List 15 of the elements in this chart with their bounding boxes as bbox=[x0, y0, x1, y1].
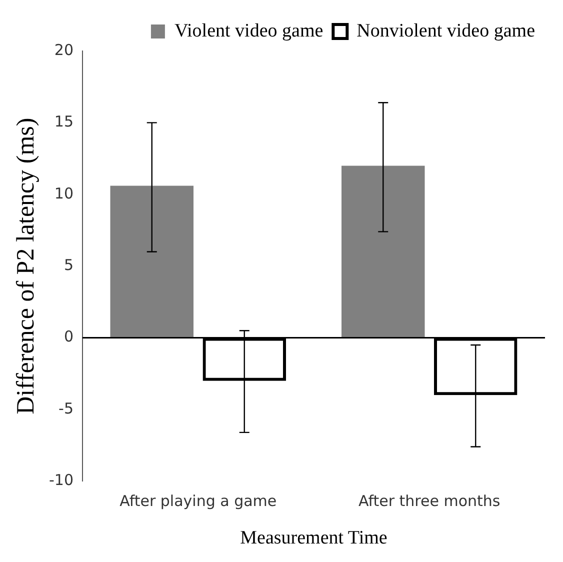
y-tick-label: -10 bbox=[49, 471, 74, 490]
y-tick-label: 20 bbox=[54, 40, 74, 59]
bar bbox=[110, 186, 194, 338]
x-axis-title: Measurement Time bbox=[240, 528, 388, 549]
x-tick-label: After three months bbox=[358, 492, 500, 510]
bar bbox=[342, 166, 425, 338]
y-tick-label: 0 bbox=[64, 328, 74, 346]
x-tick-label: After playing a game bbox=[120, 492, 277, 510]
legend-label: Nonviolent video game bbox=[356, 20, 536, 42]
y-tick-label: 5 bbox=[64, 256, 74, 274]
y-axis-title: Difference of P2 latency (ms) bbox=[12, 118, 40, 414]
y-tick-label: 10 bbox=[54, 184, 74, 202]
legend-label: Violent video game bbox=[174, 20, 324, 42]
y-tick-label: -5 bbox=[58, 399, 74, 418]
y-tick-label: 15 bbox=[54, 112, 74, 131]
